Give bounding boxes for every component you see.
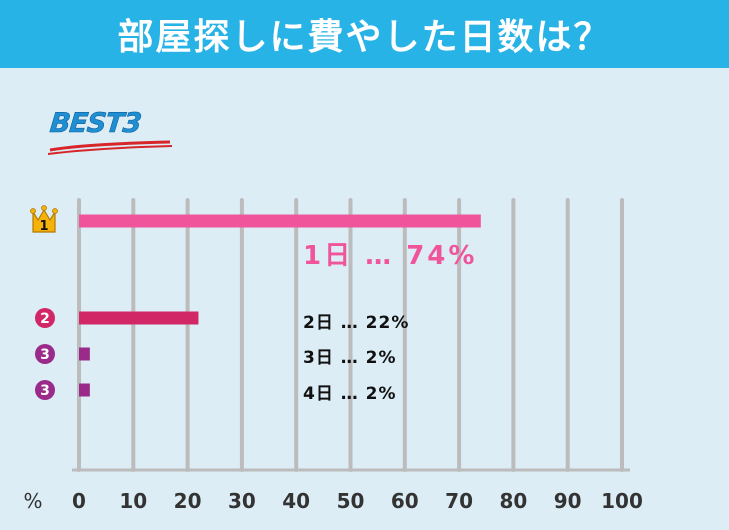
- crown-icon: [30, 205, 58, 233]
- rank-circle-icon: [35, 344, 55, 364]
- rank-number: 3: [40, 383, 50, 399]
- data-label: 1日 … 74%: [303, 241, 477, 271]
- x-tick-label: 40: [282, 489, 310, 513]
- x-tick-label: 60: [391, 489, 419, 513]
- data-label: 3日 … 2%: [303, 348, 397, 368]
- data-label: 4日 … 2%: [303, 384, 397, 404]
- badge-underline: [47, 140, 173, 155]
- x-tick-label: 20: [174, 489, 202, 513]
- bar: [79, 214, 481, 228]
- bar: [79, 347, 90, 361]
- data-label: 2日 … 22%: [303, 313, 409, 333]
- bar: [79, 383, 90, 397]
- x-tick-label: 90: [554, 489, 582, 513]
- bar: [79, 311, 199, 325]
- x-tick-label: 10: [119, 489, 147, 513]
- x-tick-label: 50: [337, 489, 365, 513]
- x-tick-label: 0: [72, 489, 86, 513]
- x-tick-label: 70: [445, 489, 473, 513]
- rank-circle-icon: [35, 380, 55, 400]
- rank-circle-icon: [35, 308, 55, 328]
- x-tick-label: 100: [601, 489, 643, 513]
- rank-number: 3: [40, 347, 50, 363]
- x-tick-label: 80: [499, 489, 527, 513]
- axis-unit-label: %: [23, 489, 42, 513]
- rank-number: 2: [40, 311, 50, 327]
- page-title: 部屋探しに費やした日数は？: [0, 0, 729, 68]
- x-tick-label: 30: [228, 489, 256, 513]
- rank-number: 1: [39, 219, 48, 234]
